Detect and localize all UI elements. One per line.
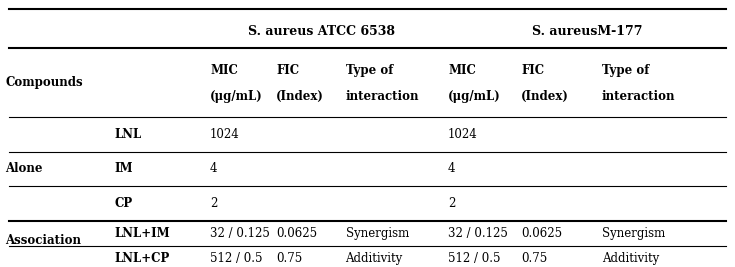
Text: LNL+IM: LNL+IM — [115, 227, 171, 240]
Text: LNL+CP: LNL+CP — [115, 252, 170, 265]
Text: MIC: MIC — [448, 64, 476, 77]
Text: Type of: Type of — [602, 64, 649, 77]
Text: (Index): (Index) — [521, 89, 569, 103]
Text: Synergism: Synergism — [602, 227, 665, 240]
Text: S. aureus ATCC 6538: S. aureus ATCC 6538 — [248, 25, 395, 38]
Text: 0.75: 0.75 — [521, 252, 548, 265]
Text: 0.75: 0.75 — [276, 252, 302, 265]
Text: 512 / 0.5: 512 / 0.5 — [448, 252, 501, 265]
Text: CP: CP — [115, 197, 133, 210]
Text: 2: 2 — [448, 197, 456, 210]
Text: (μg/mL): (μg/mL) — [448, 89, 501, 103]
Text: 4: 4 — [210, 162, 218, 175]
Text: 1024: 1024 — [210, 128, 240, 142]
Text: S. aureusM-177: S. aureusM-177 — [532, 25, 642, 38]
Text: 32 / 0.125: 32 / 0.125 — [448, 227, 508, 240]
Text: 0.0625: 0.0625 — [521, 227, 562, 240]
Text: Compounds: Compounds — [5, 76, 82, 89]
Text: (μg/mL): (μg/mL) — [210, 89, 263, 103]
Text: interaction: interaction — [345, 89, 419, 103]
Text: interaction: interaction — [602, 89, 675, 103]
Text: 32 / 0.125: 32 / 0.125 — [210, 227, 270, 240]
Text: FIC: FIC — [276, 64, 299, 77]
Text: Alone: Alone — [5, 162, 43, 175]
Text: FIC: FIC — [521, 64, 545, 77]
Text: Additivity: Additivity — [602, 252, 659, 265]
Text: Additivity: Additivity — [345, 252, 403, 265]
Text: (Index): (Index) — [276, 89, 324, 103]
Text: Synergism: Synergism — [345, 227, 409, 240]
Text: Type of: Type of — [345, 64, 393, 77]
Text: 512 / 0.5: 512 / 0.5 — [210, 252, 262, 265]
Text: IM: IM — [115, 162, 133, 175]
Text: Association: Association — [5, 234, 81, 247]
Text: MIC: MIC — [210, 64, 238, 77]
Text: LNL: LNL — [115, 128, 142, 142]
Text: 1024: 1024 — [448, 128, 478, 142]
Text: 2: 2 — [210, 197, 218, 210]
Text: 0.0625: 0.0625 — [276, 227, 317, 240]
Text: 4: 4 — [448, 162, 456, 175]
